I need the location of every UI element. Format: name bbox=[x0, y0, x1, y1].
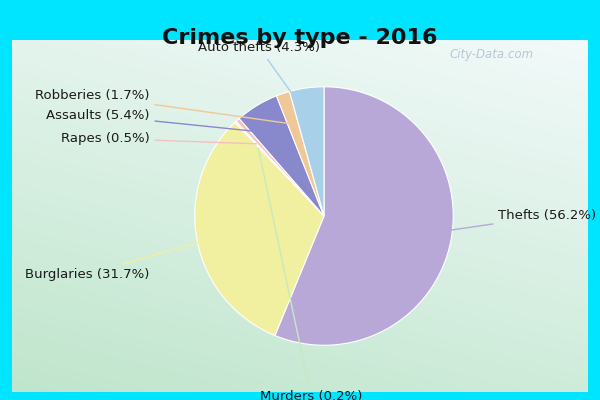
Wedge shape bbox=[239, 96, 324, 216]
Text: Burglaries (31.7%): Burglaries (31.7%) bbox=[25, 235, 226, 281]
Wedge shape bbox=[275, 87, 453, 345]
Text: Thefts (56.2%): Thefts (56.2%) bbox=[422, 210, 596, 234]
Text: Crimes by type - 2016: Crimes by type - 2016 bbox=[162, 28, 438, 48]
Text: Assaults (5.4%): Assaults (5.4%) bbox=[46, 109, 271, 133]
Text: Rapes (0.5%): Rapes (0.5%) bbox=[61, 132, 256, 145]
Wedge shape bbox=[235, 121, 324, 216]
Text: Robberies (1.7%): Robberies (1.7%) bbox=[35, 89, 290, 124]
Text: Murders (0.2%): Murders (0.2%) bbox=[258, 148, 362, 400]
Wedge shape bbox=[236, 118, 324, 216]
Wedge shape bbox=[277, 92, 324, 216]
Wedge shape bbox=[195, 122, 324, 336]
Wedge shape bbox=[290, 87, 324, 216]
Text: City-Data.com: City-Data.com bbox=[450, 48, 534, 61]
Text: Auto thefts (4.3%): Auto thefts (4.3%) bbox=[199, 42, 320, 118]
